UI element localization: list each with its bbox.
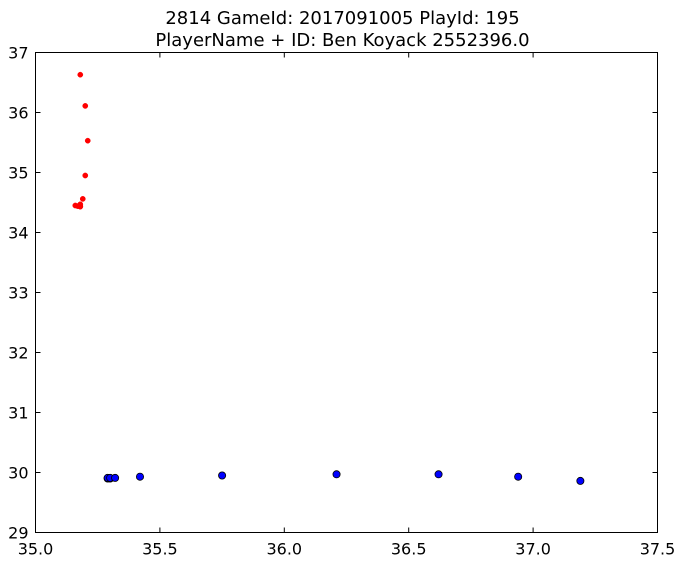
blue-data-point [135, 472, 144, 481]
x-tick-label: 37.5 [640, 540, 676, 559]
blue-data-point [332, 470, 341, 479]
red-data-point [84, 137, 91, 144]
blue-data-point [218, 471, 227, 480]
chart-title-line-2: PlayerName + ID: Ben Koyack 2552396.0 [155, 30, 530, 51]
x-tick-label: 35.0 [18, 540, 54, 559]
red-data-point [79, 196, 86, 202]
tick-label-layer: 35.0 35.5 36.0 36.5 37.0 37.5 29 30 31 32 33 34 35 36… [8, 44, 675, 559]
y-tick-label: 33 [8, 284, 28, 303]
blue-data-point [576, 476, 585, 485]
blue-data-point [514, 472, 523, 481]
y-tick-label: 35 [8, 164, 28, 183]
y-tick-label: 31 [8, 404, 28, 423]
x-tick-label: 37.0 [515, 540, 551, 559]
y-tick-label: 32 [8, 344, 28, 363]
chart-title-line-1: 2814 GameId: 2017091005 PlayId: 195 [165, 8, 520, 29]
red-data-point [77, 203, 84, 209]
x-tick-label: 36.5 [391, 540, 427, 559]
red-data-point [82, 172, 89, 179]
data-point-layer [72, 71, 585, 485]
y-tick-label: 29 [8, 524, 28, 543]
plot-area-frame [35, 52, 658, 533]
y-tick-label: 36 [8, 104, 28, 123]
x-tick-label: 35.5 [142, 540, 178, 559]
red-data-point [82, 103, 89, 109]
y-tick-label: 37 [8, 44, 28, 63]
y-tick-label: 30 [8, 464, 28, 483]
blue-data-point [111, 473, 120, 482]
blue-data-point [434, 470, 443, 479]
y-tick-label: 34 [8, 224, 28, 243]
tick-layer [35, 52, 658, 533]
x-tick-label: 36.0 [266, 540, 302, 559]
red-data-point [77, 71, 84, 78]
